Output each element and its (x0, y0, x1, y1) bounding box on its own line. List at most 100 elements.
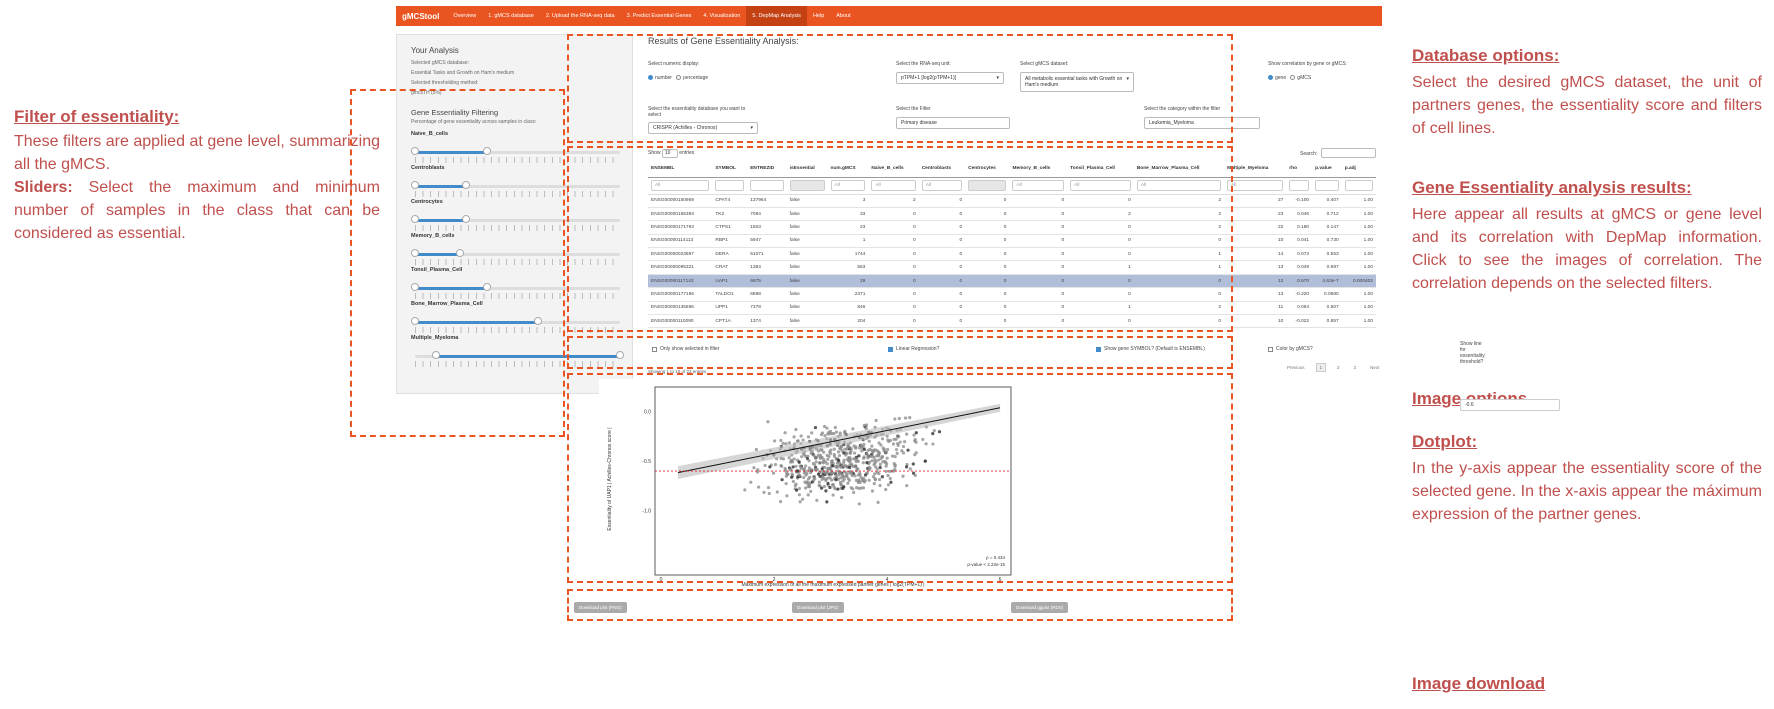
column-filter-input[interactable] (715, 180, 745, 191)
slider-high-handle[interactable] (482, 283, 491, 291)
column-filter-input[interactable] (1344, 180, 1373, 191)
column-filter-input[interactable] (1289, 180, 1310, 191)
slider-low-handle[interactable] (431, 351, 440, 359)
slider-high-handle[interactable] (534, 317, 542, 325)
color-by-gmcs-checkbox[interactable]: Color by gMCS? (1268, 346, 1313, 352)
column-header[interactable]: Centroblasts (918, 160, 966, 178)
table-row[interactable]: ENSG00000171793 CTPS1 1503 false 23 0 0 0 0 0 2 22 0… (648, 220, 1376, 235)
number-radio[interactable] (648, 75, 653, 81)
page-link[interactable]: Previous (1287, 365, 1305, 370)
nav-item[interactable]: 1. gMCS database (488, 13, 534, 19)
linear-regression-checkbox[interactable]: Linear Regression? (888, 346, 939, 352)
checkbox-box[interactable] (888, 346, 893, 352)
table-row[interactable]: ENSG00000117143 UAP1 6675 false 29 0 0 0 0 0 0 12 0.… (648, 274, 1376, 289)
column-header[interactable]: Tonsil_Plasma_Cell (1067, 160, 1134, 178)
slider-low-handle[interactable] (411, 283, 419, 291)
checkbox-box[interactable] (652, 346, 657, 352)
gene-radio[interactable] (1268, 75, 1273, 81)
column-filter-input[interactable]: All (1136, 180, 1222, 191)
table-row[interactable]: ENSG00000135696 UPP1 7378 false 846 0 0 0 0 1 2 11 0… (648, 301, 1376, 316)
column-header[interactable]: SYMBOL (712, 160, 748, 178)
page-link[interactable]: 3 (1353, 365, 1357, 370)
brand-logo[interactable]: gMCStool (402, 11, 440, 21)
nav-item[interactable]: 3. Predict Essential Genes (626, 13, 692, 19)
slider-tonsil-plasma-cell[interactable]: Tonsil_Plasma_Cell (411, 267, 626, 303)
slider-track[interactable] (415, 185, 620, 188)
slider-high-handle[interactable] (456, 249, 465, 257)
table-row[interactable]: ENSG00000095321 CRAT 1384 false 563 0 0 0 0 1 1 13 0… (648, 260, 1376, 275)
table-row[interactable]: ENSG00000150969 CPAT4 137964 false 3 2 0 0 0 0 2 27… (648, 194, 1376, 208)
slider-low-handle[interactable] (411, 317, 419, 325)
page-link[interactable]: Next (1370, 365, 1380, 370)
column-header[interactable]: rho (1286, 160, 1313, 178)
column-header[interactable]: p.value (1312, 160, 1342, 178)
table-row[interactable]: ENSG00000177156 TALDO1 6888 false 2371 0 0 0 0 0 0… (648, 287, 1376, 302)
slider-high-handle[interactable] (462, 181, 471, 189)
column-header[interactable]: num.gMCS (827, 160, 869, 178)
slider-low-handle[interactable] (411, 181, 419, 189)
column-filter-input[interactable] (968, 180, 1007, 191)
nav-item[interactable]: About (836, 13, 851, 19)
column-filter-input[interactable]: All (1227, 180, 1284, 191)
slider-centrocytes[interactable]: Centrocytes (411, 199, 626, 235)
slider-low-handle[interactable] (411, 249, 419, 257)
rnaseq-unit-select[interactable]: pTPM+1 [log2(pTPM+1)] ▾ (896, 72, 1004, 84)
column-header[interactable]: Bone_Marrow_Plasma_Cell (1133, 160, 1225, 178)
nav-item[interactable]: 2. Upload the RNA-seq data (545, 13, 615, 19)
slider-naive-b-cells[interactable]: Naive_B_cells (411, 131, 626, 167)
slider-multiple-myeloma[interactable]: Multiple_Myeloma (411, 335, 626, 371)
column-filter-input[interactable]: All (1012, 180, 1065, 191)
column-header[interactable]: Multiple_Myeloma (1224, 160, 1287, 178)
column-header[interactable]: ENTREZID (747, 160, 787, 178)
column-header[interactable]: p.adj (1341, 160, 1376, 178)
column-header[interactable]: ENSEMBL (648, 160, 713, 178)
download-png-button[interactable]: Download plot (PNG) (574, 602, 627, 613)
slider-high-handle[interactable] (482, 147, 491, 155)
essentiality-db-select[interactable]: CRISPR (Achilles - Chronos) ▾ (648, 122, 758, 134)
table-row[interactable]: ENSG00000023697 DERA 51071 false 1744 0 0 0 0 0 1 1… (648, 247, 1376, 262)
slider-track[interactable] (415, 151, 620, 154)
column-filter-input[interactable] (1315, 180, 1339, 191)
entries-select[interactable]: 10 (661, 149, 678, 158)
show-symbol-checkbox[interactable]: Show gene SYMBOL? (Default is ENSEMBL) (1096, 346, 1205, 352)
filter-select[interactable]: Primary disease (896, 117, 1010, 129)
page-link[interactable]: 1 (1315, 363, 1327, 372)
only-selected-checkbox[interactable]: Only show selected in filter (652, 346, 719, 352)
slider-high-handle[interactable] (462, 215, 471, 223)
slider-low-handle[interactable] (411, 147, 419, 155)
checkbox-box[interactable] (1268, 346, 1273, 352)
gmcs-dataset-select[interactable]: All metabolic essential tasks with Growt… (1020, 72, 1134, 92)
slider-track[interactable] (415, 287, 620, 290)
dotplot[interactable]: Essentiality of UAP1 | Achilles-Chronos … (599, 379, 1031, 593)
column-header[interactable]: Centrocytes (965, 160, 1010, 178)
slider-high-handle[interactable] (616, 351, 624, 359)
slider-track[interactable] (415, 219, 620, 222)
search-input[interactable] (1321, 148, 1376, 158)
nav-item[interactable]: Overview (453, 13, 477, 19)
slider-track[interactable] (415, 253, 620, 256)
column-header[interactable]: Memory_B_cells (1009, 160, 1068, 178)
column-filter-input[interactable]: All (651, 180, 710, 191)
nav-item[interactable]: 5. DepMap Analysis (746, 6, 807, 26)
slider-memory-b-cells[interactable]: Memory_B_cells (411, 233, 626, 269)
nav-item[interactable]: 4. Visualization (703, 13, 741, 19)
slider-centroblasts[interactable]: Centroblasts (411, 165, 626, 201)
page-link[interactable]: 2 (1337, 365, 1340, 370)
column-filter-input[interactable] (789, 180, 825, 191)
table-row[interactable]: ENSG00000110090 CPT1A 1374 false 204 0 0 0 0 0 0 10… (648, 314, 1376, 329)
column-header[interactable]: isEssential (786, 160, 828, 178)
nav-item[interactable]: Help (812, 13, 825, 19)
download-rds-button[interactable]: Download ggplot (RDS) (1011, 602, 1069, 613)
threshold-input[interactable] (1460, 399, 1560, 411)
column-header[interactable]: Naive_B_cells (868, 160, 919, 178)
checkbox-box[interactable] (1096, 346, 1101, 352)
table-row[interactable]: ENSG00000114113 RBP1 5947 false 1 0 0 0 0 0 0 10 0.0… (648, 234, 1376, 249)
column-filter-input[interactable]: All (871, 180, 916, 191)
slider-low-handle[interactable] (411, 215, 419, 223)
percentage-radio[interactable] (676, 75, 682, 81)
column-filter-input[interactable]: All (830, 180, 866, 191)
column-filter-input[interactable] (750, 180, 784, 191)
table-row[interactable]: ENSG00000166393 TK2 7084 false 33 0 0 0 0 2 2 23 0.0… (648, 207, 1376, 222)
slider-bone-marrow-plasma-cell[interactable]: Bone_Marrow_Plasma_Cell (411, 301, 626, 337)
gmcs-radio[interactable] (1290, 75, 1296, 81)
